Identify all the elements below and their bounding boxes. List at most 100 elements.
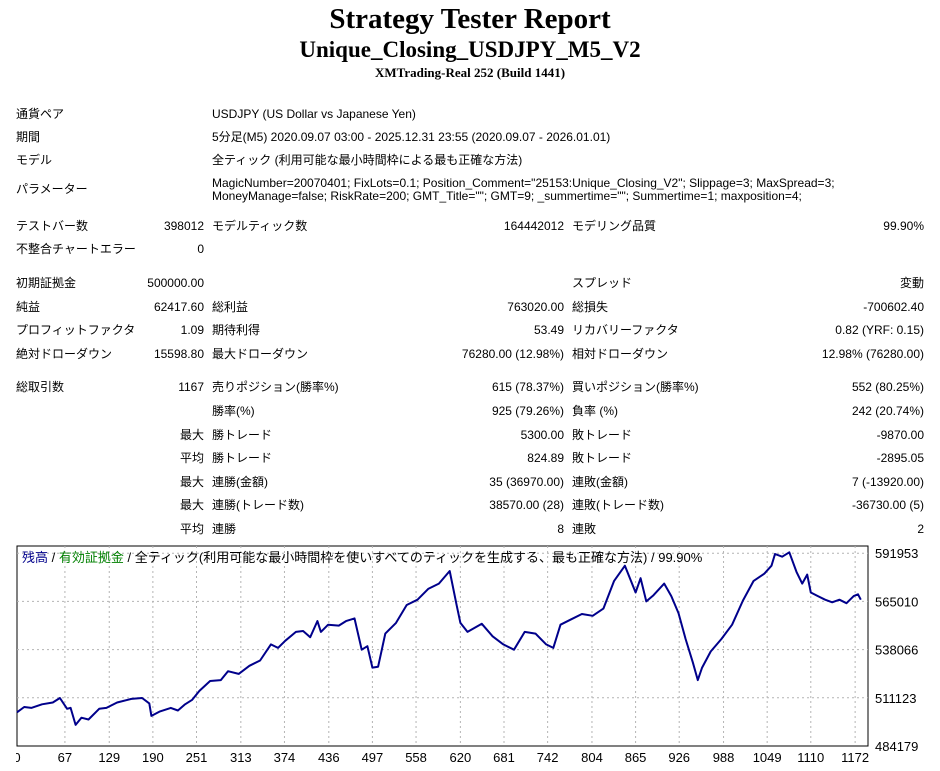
largest-loss-value: -9870.00 (876, 428, 924, 442)
max-word-3: 最大 (179, 498, 204, 512)
series-line (16, 551, 862, 726)
net-label: 純益 (16, 300, 41, 314)
report-title: Strategy Tester Report (329, 3, 611, 35)
x-tick-label: 313 (230, 750, 252, 765)
max-consec-loss-value: -36730.00 (5) (851, 498, 924, 512)
spread-value: 変動 (899, 276, 924, 290)
avg-win-label: 勝トレード (212, 451, 273, 465)
net-value: 62417.60 (153, 300, 204, 314)
avg-consec-losses-value: 2 (917, 522, 924, 536)
max-consec-loss-label: 連敗(トレード数) (572, 498, 664, 512)
spread-label: スプレッド (572, 276, 633, 290)
profit-factor-label: プロフィットファクタ (16, 323, 136, 337)
x-tick-label: 742 (537, 750, 559, 765)
y-tick-label: 565010 (875, 594, 918, 609)
x-tick-label: 1049 (753, 750, 782, 765)
y-tick-label: 484179 (875, 739, 918, 754)
symbol-value: USDJPY (US Dollar vs Japanese Yen) (212, 107, 416, 121)
payoff-value: 53.49 (533, 323, 564, 337)
win-rate-label: 勝率(%) (212, 404, 255, 418)
ticks-value: 164442012 (503, 219, 564, 233)
long-value: 552 (80.25%) (851, 380, 924, 394)
gross-loss-label: 総損失 (572, 300, 609, 314)
loss-rate-label: 負率 (%) (572, 404, 618, 418)
max-word-2: 最大 (179, 475, 204, 489)
abs-dd-value: 15598.80 (153, 347, 204, 361)
win-rate-value: 925 (79.26%) (491, 404, 564, 418)
x-tick-label: 67 (58, 750, 72, 765)
params-line2: MoneyManage=false; RiskRate=200; GMT_Tit… (212, 189, 802, 203)
short-value: 615 (78.37%) (491, 380, 564, 394)
ticks-label: モデルティック数 (212, 219, 308, 233)
bars-value: 398012 (163, 219, 204, 233)
max-consec-losses-label: 連敗(金額) (572, 475, 628, 489)
avg-consec-wins-label: 連勝 (212, 522, 237, 536)
x-tick-label: 497 (362, 750, 384, 765)
server-build: XMTrading-Real 252 (Build 1441) (374, 65, 566, 80)
gross-profit-value: 763020.00 (507, 300, 564, 314)
avg-consec-wins-value: 8 (557, 522, 564, 536)
params-label: パラメーター (16, 182, 88, 196)
long-label: 買いポジション(勝率%) (572, 380, 699, 394)
payoff-label: 期待利得 (212, 323, 261, 337)
gross-loss-value: -700602.40 (863, 300, 924, 314)
ea-name: Unique_Closing_USDJPY_M5_V2 (299, 37, 641, 62)
max-consec-wins-value: 35 (36970.00) (489, 475, 564, 489)
max-word-1: 最大 (179, 428, 204, 442)
y-tick-label: 511123 (875, 691, 916, 706)
trades-value: 1167 (178, 380, 204, 394)
balance-chart: 484179 511123 538066 565010 591953 0 67 129 190 2… (16, 545, 940, 771)
max-dd-value: 76280.00 (12.98%) (461, 347, 564, 361)
symbol-label: 通貨ペア (16, 107, 65, 121)
model-value: 全ティック (利用可能な最小時間枠による最も正確な方法) (212, 153, 523, 167)
y-tick-label: 538066 (875, 643, 918, 658)
chart-legend: 残高 / 有効証拠金 / 全ティック(利用可能な最小時間枠を使いすべてのティック… (22, 550, 702, 566)
bars-label: テストバー数 (16, 219, 89, 233)
short-label: 売りポジション(勝率%) (212, 380, 339, 394)
legend-balance: 残高 (22, 550, 49, 565)
gross-profit-label: 総利益 (212, 300, 249, 314)
quality-label: モデリング品質 (572, 219, 657, 233)
plot-area (16, 545, 869, 747)
rel-dd-label: 相対ドローダウン (572, 347, 669, 361)
avg-word-2: 平均 (179, 522, 204, 536)
max-consec-wins-label: 連勝(金額) (212, 475, 268, 489)
errors-value: 0 (197, 242, 204, 256)
model-label: モデル (16, 153, 53, 167)
x-tick-label: 988 (713, 750, 735, 765)
abs-dd-label: 絶対ドローダウン (16, 347, 113, 361)
x-tick-label: 190 (142, 750, 164, 765)
legend-equity: 有効証拠金 (58, 550, 124, 565)
loss-rate-value: 242 (20.74%) (851, 404, 924, 418)
avg-consec-losses-label: 連敗 (572, 522, 597, 536)
quality-value: 99.90% (883, 219, 924, 233)
max-consec-profit-label: 連勝(トレード数) (212, 498, 304, 512)
max-consec-profit-value: 38570.00 (28) (489, 498, 564, 512)
x-tick-label: 129 (98, 750, 120, 765)
avg-loss-label: 敗トレード (572, 451, 633, 465)
x-tick-label: 436 (318, 750, 340, 765)
max-consec-losses-value: 7 (-13920.00) (851, 475, 924, 489)
params-line1: MagicNumber=20070401; FixLots=0.1; Posit… (212, 176, 835, 190)
x-tick-label: 251 (186, 750, 208, 765)
recovery-label: リカバリーファクタ (572, 323, 679, 337)
deposit-label: 初期証拠金 (16, 276, 77, 290)
y-tick-label: 591953 (875, 546, 918, 561)
period-label: 期間 (16, 130, 41, 144)
x-tick-label: 865 (625, 750, 647, 765)
x-tick-label: 558 (405, 750, 427, 765)
largest-win-label: 勝トレード (212, 428, 273, 442)
x-tick-label: 804 (581, 750, 603, 765)
x-tick-label: 926 (668, 750, 690, 765)
deposit-value: 500000.00 (147, 276, 204, 290)
legend-sep: / (48, 550, 59, 565)
x-tick-label: 1110 (797, 750, 824, 765)
avg-win-value: 824.89 (527, 451, 564, 465)
avg-word-1: 平均 (179, 451, 204, 465)
x-tick-label: 374 (274, 750, 296, 765)
x-tick-label: 0 (16, 750, 21, 765)
trades-label: 総取引数 (16, 380, 65, 394)
max-dd-label: 最大ドローダウン (212, 347, 309, 361)
rel-dd-value: 12.98% (76280.00) (821, 347, 924, 361)
x-tick-label: 620 (450, 750, 472, 765)
